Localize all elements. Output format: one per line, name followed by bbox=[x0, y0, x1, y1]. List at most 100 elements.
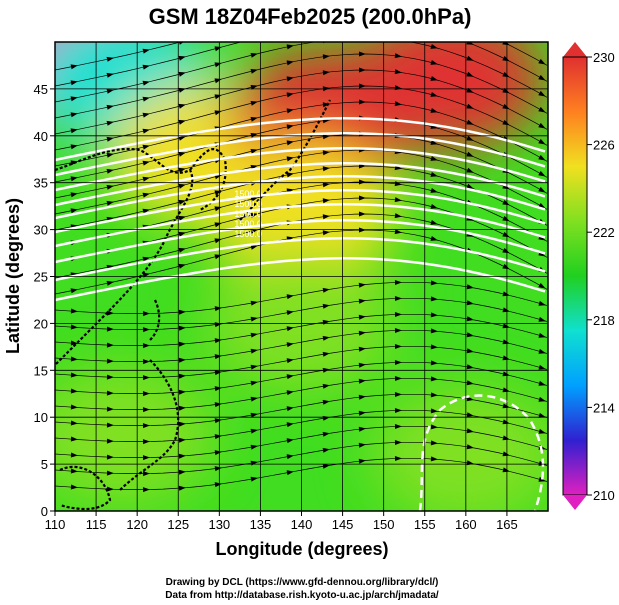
wind-arrow bbox=[538, 74, 546, 81]
wind-arrow bbox=[466, 284, 474, 290]
x-tick-label: 145 bbox=[332, 517, 354, 532]
wind-arrow bbox=[322, 287, 330, 293]
wind-arrow bbox=[142, 128, 150, 134]
contour-label: 1500.0 bbox=[234, 189, 262, 199]
wind-arrow bbox=[286, 454, 294, 460]
colorbar-tick-label: 218 bbox=[593, 313, 615, 328]
tropical-contour-line bbox=[418, 394, 545, 511]
wind-arrow bbox=[70, 288, 78, 294]
isotach-line bbox=[55, 147, 546, 192]
wind-arrow bbox=[502, 55, 510, 62]
wind-arrow bbox=[214, 29, 222, 36]
wind-arrow bbox=[322, 335, 330, 341]
wind-arrow bbox=[502, 247, 510, 254]
y-tick-label: 20 bbox=[34, 316, 48, 331]
wind-arrow bbox=[250, 428, 258, 434]
wind-arrow bbox=[142, 176, 150, 182]
wind-arrow bbox=[250, 212, 258, 218]
wind-arrow bbox=[70, 208, 78, 214]
wind-arrow bbox=[70, 420, 78, 426]
wind-arrow bbox=[142, 80, 150, 86]
wind-arrow bbox=[142, 343, 150, 349]
credit-data: Data from http://database.rish.kyoto-u.a… bbox=[165, 590, 439, 601]
wind-arrow bbox=[214, 94, 222, 100]
y-tick-label: 45 bbox=[34, 82, 48, 97]
wind-arrow bbox=[106, 200, 114, 206]
wind-arrow bbox=[286, 422, 294, 428]
wind-arrow bbox=[106, 454, 114, 460]
wind-arrow bbox=[106, 342, 114, 348]
wind-arrow bbox=[466, 348, 474, 354]
wind-arrow bbox=[178, 263, 186, 269]
wind-arrow bbox=[430, 220, 438, 225]
wind-arrow bbox=[394, 279, 402, 285]
wind-arrow bbox=[250, 244, 258, 250]
wind-arrow bbox=[106, 120, 114, 126]
wind-arrow bbox=[142, 487, 150, 493]
wind-arrow bbox=[286, 92, 294, 98]
wind-arrow bbox=[250, 396, 258, 402]
isotach-line bbox=[55, 219, 546, 264]
wind-arrow bbox=[538, 316, 546, 322]
wind-arrow bbox=[178, 103, 186, 109]
wind-arrow bbox=[358, 346, 366, 352]
wind-arrow bbox=[502, 307, 510, 313]
colorbar-tick-label: 214 bbox=[593, 400, 615, 415]
isotach-line bbox=[55, 257, 546, 302]
wind-arrow bbox=[322, 182, 330, 188]
wind-arrow bbox=[70, 324, 78, 330]
wind-arrow bbox=[358, 67, 366, 73]
wind-arrow bbox=[322, 447, 330, 453]
wind-arrow bbox=[106, 486, 114, 492]
wind-arrow bbox=[466, 103, 474, 109]
wind-arrow bbox=[178, 405, 186, 411]
wind-arrow bbox=[178, 309, 186, 315]
isotach-line bbox=[55, 132, 546, 177]
wind-arrow bbox=[250, 380, 258, 386]
wind-arrow bbox=[178, 55, 186, 61]
wind-arrow bbox=[250, 364, 258, 370]
wind-arrow bbox=[430, 92, 438, 97]
wind-arrow bbox=[70, 80, 78, 86]
wind-arrow bbox=[142, 256, 150, 262]
x-tick-label: 115 bbox=[86, 517, 107, 532]
wind-arrow bbox=[70, 452, 78, 458]
wind-arrow bbox=[466, 380, 474, 386]
wind-arrow bbox=[178, 437, 186, 443]
wind-arrow bbox=[214, 418, 222, 424]
wind-arrow bbox=[466, 316, 474, 322]
wind-arrow bbox=[70, 112, 78, 118]
wind-arrow bbox=[286, 108, 294, 114]
wind-arrow bbox=[322, 351, 330, 357]
wind-arrow bbox=[430, 424, 438, 430]
wind-arrow bbox=[142, 192, 150, 198]
wind-arrow bbox=[178, 167, 186, 173]
wind-arrow bbox=[70, 308, 78, 314]
wind-arrow bbox=[178, 373, 186, 379]
wind-arrow bbox=[178, 453, 186, 459]
field-region-warm-ridge-east bbox=[354, 42, 545, 150]
wind-arrow bbox=[214, 190, 222, 196]
wind-arrow bbox=[178, 71, 186, 77]
wind-arrow bbox=[214, 62, 222, 68]
wind-arrow bbox=[286, 342, 294, 348]
wind-arrow bbox=[538, 300, 546, 306]
wind-arrow bbox=[142, 160, 150, 166]
wind-arrow bbox=[538, 122, 546, 129]
wind-arrow bbox=[430, 108, 438, 113]
wind-arrow bbox=[466, 364, 474, 370]
wind-arrow bbox=[178, 231, 186, 237]
wind-arrow bbox=[430, 392, 438, 398]
wind-arrow bbox=[502, 339, 510, 345]
wind-arrow bbox=[538, 332, 546, 338]
wind-arrow bbox=[430, 456, 438, 462]
coastline-japan bbox=[239, 99, 331, 221]
colorbar-tick-label: 226 bbox=[593, 138, 615, 153]
wind-arrow bbox=[430, 156, 438, 161]
wind-arrow bbox=[394, 375, 402, 381]
wind-arrow bbox=[430, 312, 438, 318]
wind-arrow bbox=[394, 295, 402, 301]
tropical-isotach-contour bbox=[418, 394, 545, 511]
wind-arrow bbox=[502, 103, 510, 110]
